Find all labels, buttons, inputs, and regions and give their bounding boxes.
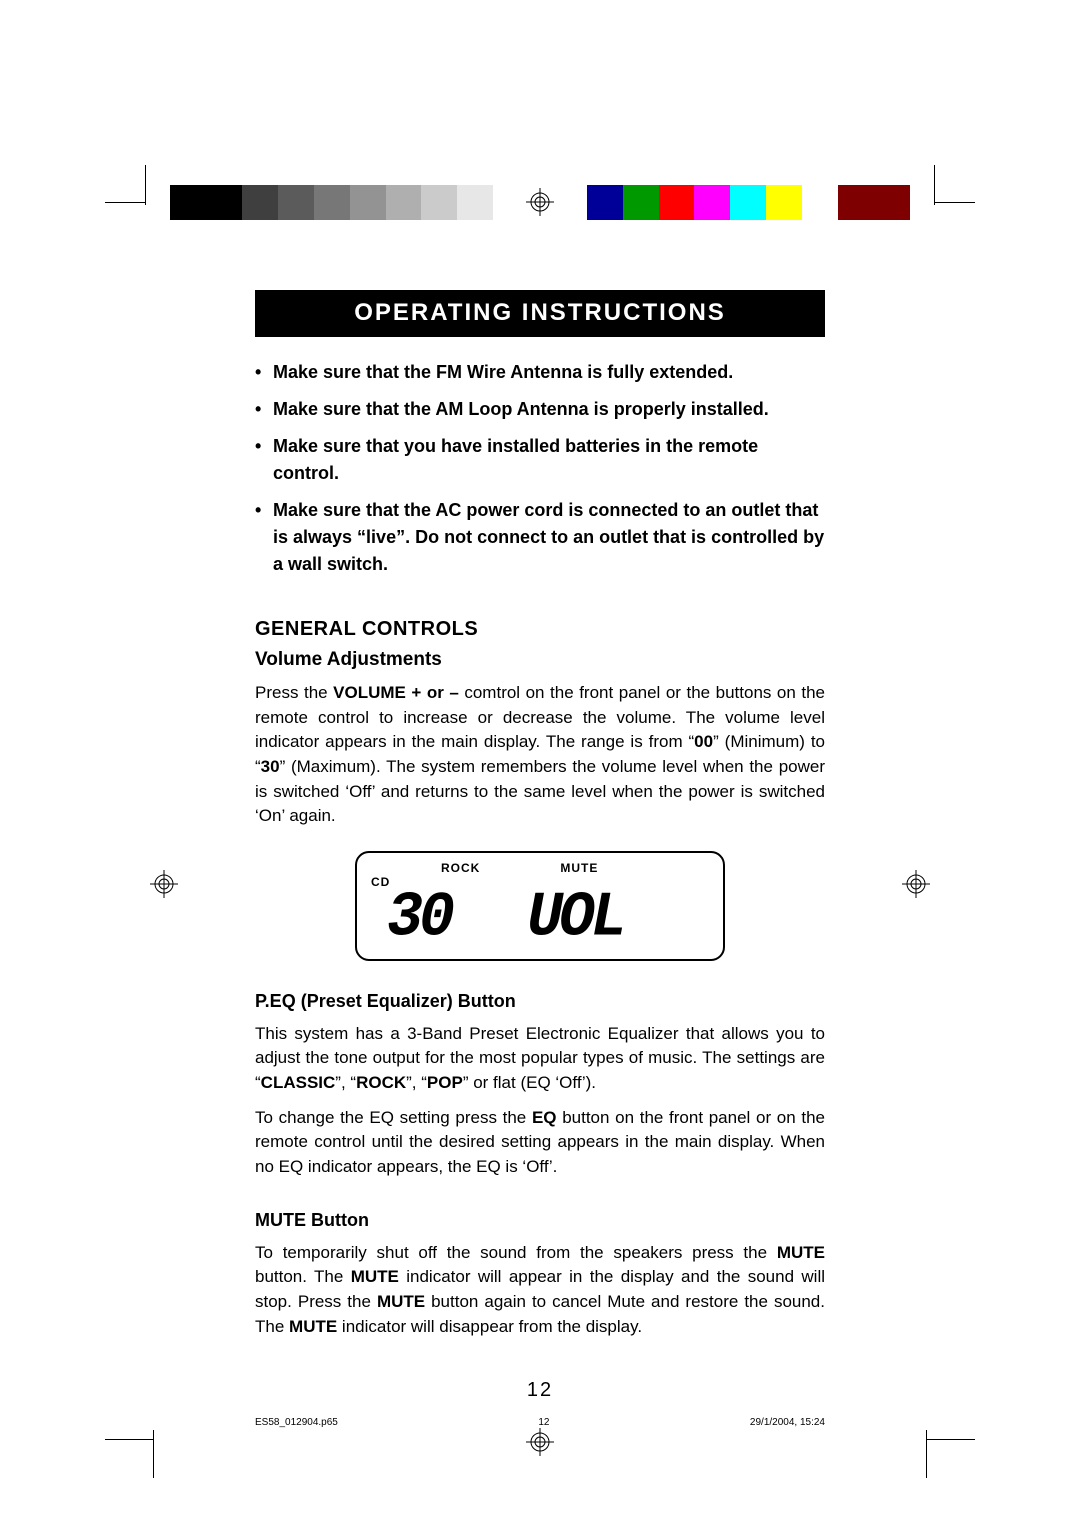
registration-mark-icon (526, 1428, 554, 1456)
paragraph-volume: Press the VOLUME + or – comtrol on the f… (255, 681, 825, 829)
lcd-volume-label: UOL (501, 887, 623, 950)
bullet-item: •Make sure that you have installed batte… (255, 433, 825, 487)
page-number: 12 (255, 1379, 825, 1402)
color-swatch (623, 185, 659, 220)
footer-filename: ES58_012904.p65 (255, 1417, 338, 1428)
registration-mark-icon (902, 870, 930, 898)
footer-page: 12 (538, 1417, 549, 1428)
heading-volume-adjustments: Volume Adjustments (255, 649, 825, 671)
footer-date: 29/1/2004, 15:24 (750, 1417, 825, 1428)
bullet-item: •Make sure that the FM Wire Antenna is f… (255, 359, 825, 386)
heading-general-controls: GENERAL CONTROLS (255, 618, 825, 641)
color-swatch (278, 185, 314, 220)
color-swatch (694, 185, 730, 220)
color-swatch (730, 185, 766, 220)
bullet-item: •Make sure that the AC power cord is con… (255, 497, 825, 578)
color-swatch (206, 185, 242, 220)
color-swatch (350, 185, 386, 220)
section-banner: OPERATING INSTRUCTIONS (255, 290, 825, 337)
color-swatch (766, 185, 802, 220)
color-swatch (838, 185, 874, 220)
color-swatch (386, 185, 422, 220)
lcd-volume-value: 30 (371, 887, 501, 950)
registration-mark-icon (526, 188, 554, 216)
paragraph-peq-2: To change the EQ setting press the EQ bu… (255, 1106, 825, 1180)
color-swatch (874, 185, 910, 220)
heading-peq-button: P.EQ (Preset Equalizer) Button (255, 991, 825, 1012)
color-swatch (802, 185, 838, 220)
color-swatch (457, 185, 493, 220)
registration-mark-icon (150, 870, 178, 898)
paragraph-peq-1: This system has a 3-Band Preset Electron… (255, 1022, 825, 1096)
paragraph-mute: To temporarily shut off the sound from t… (255, 1241, 825, 1340)
color-swatch (493, 185, 529, 220)
color-swatch (587, 185, 623, 220)
color-swatch (314, 185, 350, 220)
color-swatch (242, 185, 278, 220)
print-footer: ES58_012904.p65 12 29/1/2004, 15:24 (255, 1417, 825, 1428)
bullet-item: •Make sure that the AM Loop Antenna is p… (255, 396, 825, 423)
color-swatch (170, 185, 206, 220)
lcd-display-illustration: CD ROCK MUTE 30 UOL (355, 851, 725, 961)
heading-mute-button: MUTE Button (255, 1210, 825, 1231)
bullet-list: •Make sure that the FM Wire Antenna is f… (255, 359, 825, 578)
color-swatch (421, 185, 457, 220)
color-swatch (659, 185, 695, 220)
